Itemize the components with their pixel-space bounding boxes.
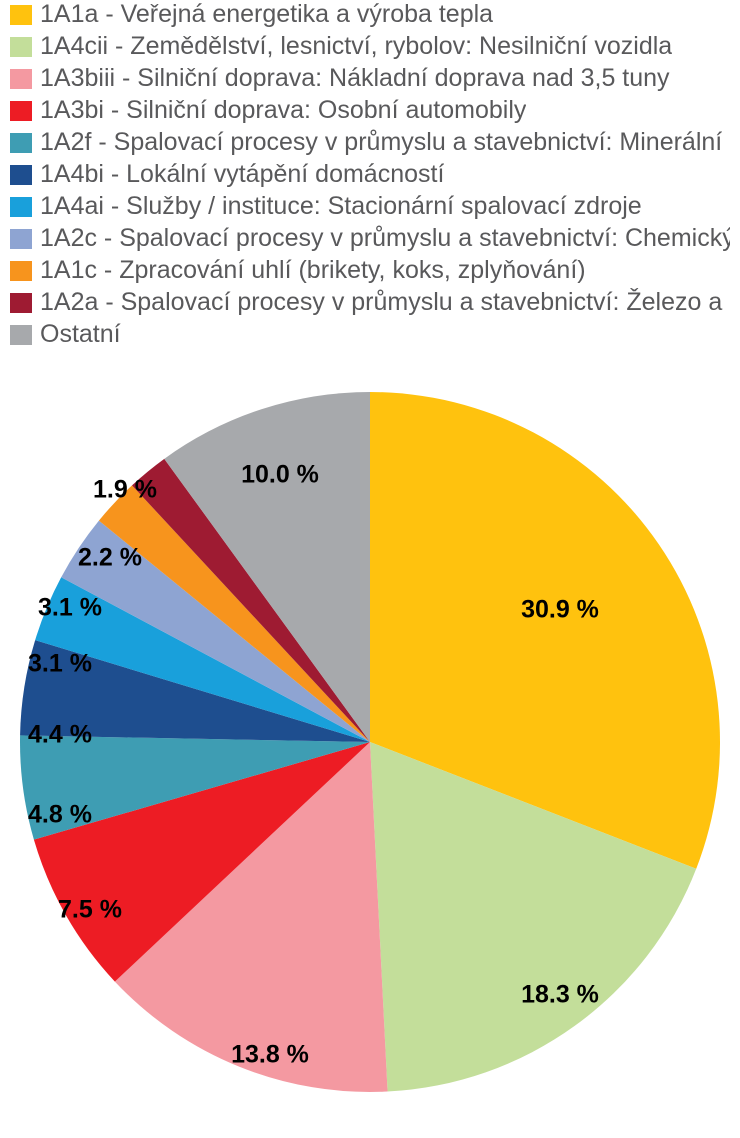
slice-label: 13.8 % (231, 1041, 309, 1070)
legend-label: 1A1a - Veřejná energetika a výroba tepla (40, 0, 493, 29)
legend-swatch (10, 133, 32, 153)
slice-label: 3.1 % (38, 594, 102, 623)
legend-label: 1A4ai - Služby / instituce: Stacionární … (40, 192, 642, 221)
legend-swatch (10, 229, 32, 249)
slice-label: 18.3 % (521, 981, 599, 1010)
legend-item: 1A2c - Spalovací procesy v průmyslu a st… (10, 224, 730, 253)
slice-label: 30.9 % (521, 596, 599, 625)
legend-swatch (10, 261, 32, 281)
legend-item: 1A2f - Spalovací procesy v průmyslu a st… (10, 128, 730, 157)
legend-label: 1A4cii - Zemědělství, lesnictví, rybolov… (40, 32, 672, 61)
legend-label: 1A3bi - Silniční doprava: Osobní automob… (40, 96, 526, 125)
legend-swatch (10, 37, 32, 57)
legend-swatch (10, 325, 32, 345)
legend-swatch (10, 165, 32, 185)
legend-swatch (10, 197, 32, 217)
legend-item: Ostatní (10, 320, 730, 349)
legend-swatch (10, 69, 32, 89)
slice-label: 3.1 % (28, 650, 92, 679)
legend-item: 1A2a - Spalovací procesy v průmyslu a st… (10, 288, 730, 317)
legend-item: 1A3biii - Silniční doprava: Nákladní dop… (10, 64, 730, 93)
slice-label: 2.2 % (78, 544, 142, 573)
legend-swatch (10, 293, 32, 313)
legend-label: 1A2f - Spalovací procesy v průmyslu a st… (40, 128, 722, 157)
legend-item: 1A4bi - Lokální vytápění domácností (10, 160, 730, 189)
legend-item: 1A3bi - Silniční doprava: Osobní automob… (10, 96, 730, 125)
legend-swatch (10, 5, 32, 25)
legend-item: 1A4ai - Služby / instituce: Stacionární … (10, 192, 730, 221)
legend-swatch (10, 101, 32, 121)
legend-label: 1A4bi - Lokální vytápění domácností (40, 160, 444, 189)
pie-chart: 30.9 % 18.3 % 13.8 % 7.5 % 4.8 % 4.4 % 3.1 % 3.… (0, 372, 740, 1112)
legend-label: 1A2c - Spalovací procesy v průmyslu a st… (40, 224, 730, 253)
legend-label: Ostatní (40, 320, 121, 349)
slice-label: 1.9 % (93, 476, 157, 505)
slice-label: 10.0 % (241, 461, 319, 490)
legend-label: 1A2a - Spalovací procesy v průmyslu a st… (40, 288, 730, 317)
legend: 1A1a - Veřejná energetika a výroba tepla… (0, 0, 740, 372)
legend-item: 1A1c - Zpracování uhlí (brikety, koks, z… (10, 256, 730, 285)
legend-item: 1A1a - Veřejná energetika a výroba tepla (10, 0, 730, 29)
slice-label: 7.5 % (58, 896, 122, 925)
legend-item: 1A4cii - Zemědělství, lesnictví, rybolov… (10, 32, 730, 61)
slice-label: 4.4 % (28, 721, 92, 750)
legend-label: 1A1c - Zpracování uhlí (brikety, koks, z… (40, 256, 586, 285)
legend-label: 1A3biii - Silniční doprava: Nákladní dop… (40, 64, 670, 93)
slice-label: 4.8 % (28, 801, 92, 830)
